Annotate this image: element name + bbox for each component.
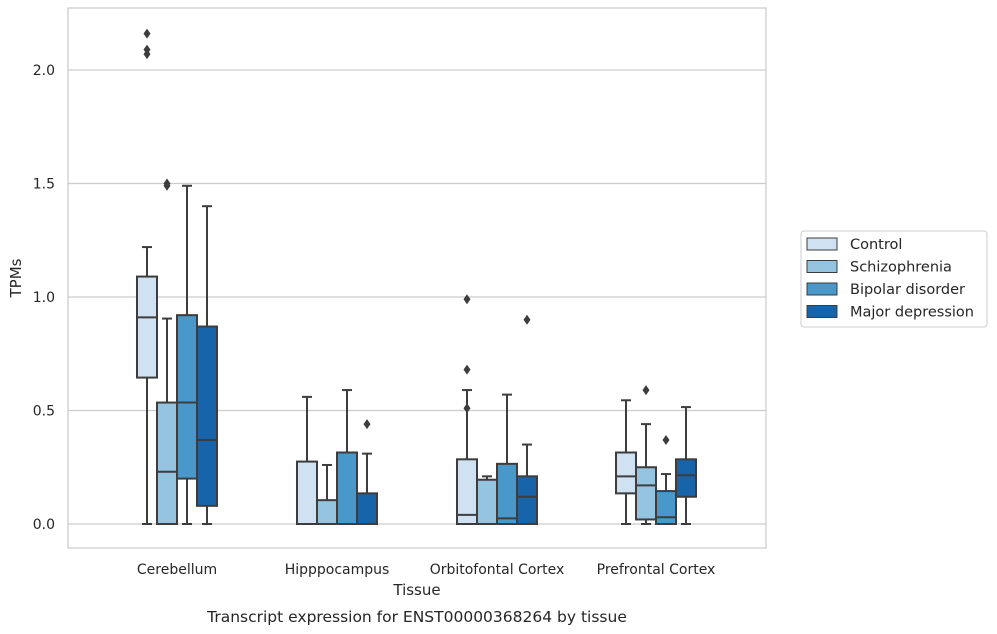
y-tick-label: 1.0: [33, 290, 55, 306]
legend-swatch: [806, 282, 838, 296]
box-bipolar-disorder: [496, 393, 518, 525]
y-tick-label: 1.5: [33, 177, 55, 193]
y-tick-label: 0.0: [33, 517, 55, 533]
iqr-box: [356, 492, 378, 526]
iqr-box: [496, 462, 518, 525]
outlier-point: [363, 419, 371, 430]
iqr-box: [176, 314, 198, 480]
legend-label: Major depression: [850, 305, 974, 321]
plot-frame: [67, 7, 767, 549]
y-axis-label: TPMs: [7, 258, 25, 298]
box-major-depression: [196, 205, 218, 525]
x-tick-labels: Cerebellum Hipppocampus Orbitofontal Corte…: [137, 562, 715, 578]
outlier-point: [163, 178, 171, 189]
outlier-point: [463, 364, 471, 375]
iqr-box: [675, 458, 697, 498]
box-control: [136, 28, 158, 525]
x-axis-label: Tissue: [392, 581, 440, 599]
legend-swatch: [806, 260, 838, 273]
box-control: [296, 395, 318, 526]
outlier-point: [642, 385, 650, 396]
box-control: [615, 399, 637, 525]
iqr-box: [196, 325, 218, 507]
iqr-box: [136, 275, 158, 379]
outlier-point: [143, 44, 151, 55]
box-major-depression: [356, 419, 378, 526]
x-tick-label: Prefrontal Cortex: [597, 562, 716, 578]
outlier-point: [143, 28, 151, 39]
legend-frame: [800, 230, 988, 328]
outlier-point: [523, 314, 531, 325]
y-tick-labels: 0.0 0.5 1.0 1.5 2.0: [33, 63, 55, 533]
box-schizophrenia: [316, 463, 338, 526]
y-tick-label: 2.0: [33, 63, 55, 79]
outlier-point: [662, 435, 670, 446]
legend-swatch: [806, 305, 838, 318]
iqr-box: [336, 451, 358, 525]
box-schizophrenia: [635, 385, 657, 525]
legend-label: Bipolar disorder: [850, 282, 965, 298]
x-tick-label: Hipppocampus: [285, 562, 390, 578]
iqr-box: [655, 490, 677, 525]
box-major-depression: [516, 314, 538, 525]
iqr-box: [316, 499, 338, 526]
iqr-box: [156, 401, 178, 525]
box-major-depression: [675, 406, 697, 525]
box-series: [136, 28, 697, 526]
iqr-box: [296, 460, 318, 526]
box-schizophrenia: [156, 178, 178, 525]
box-bipolar-disorder: [655, 435, 677, 525]
outlier-point: [463, 403, 471, 414]
outlier-point: [463, 294, 471, 305]
chart-caption: Transcript expression for ENST0000036826…: [206, 608, 627, 626]
iqr-box: [476, 478, 498, 525]
legend-label: Schizophrenia: [850, 260, 952, 276]
iqr-box: [635, 466, 657, 521]
x-tick-label: Cerebellum: [137, 562, 217, 578]
legend-label: Control: [850, 237, 902, 253]
iqr-box: [516, 475, 538, 525]
box-bipolar-disorder: [336, 389, 358, 525]
y-tick-label: 0.5: [33, 404, 55, 420]
box-control: [456, 294, 478, 525]
iqr-box: [615, 451, 637, 495]
legend-swatch: [806, 237, 838, 251]
box-schizophrenia: [476, 475, 498, 525]
legend: Control Schizophrenia Bipolar disorder Majo…: [800, 230, 988, 328]
x-tick-label: Orbitofontal Cortex: [430, 562, 565, 578]
